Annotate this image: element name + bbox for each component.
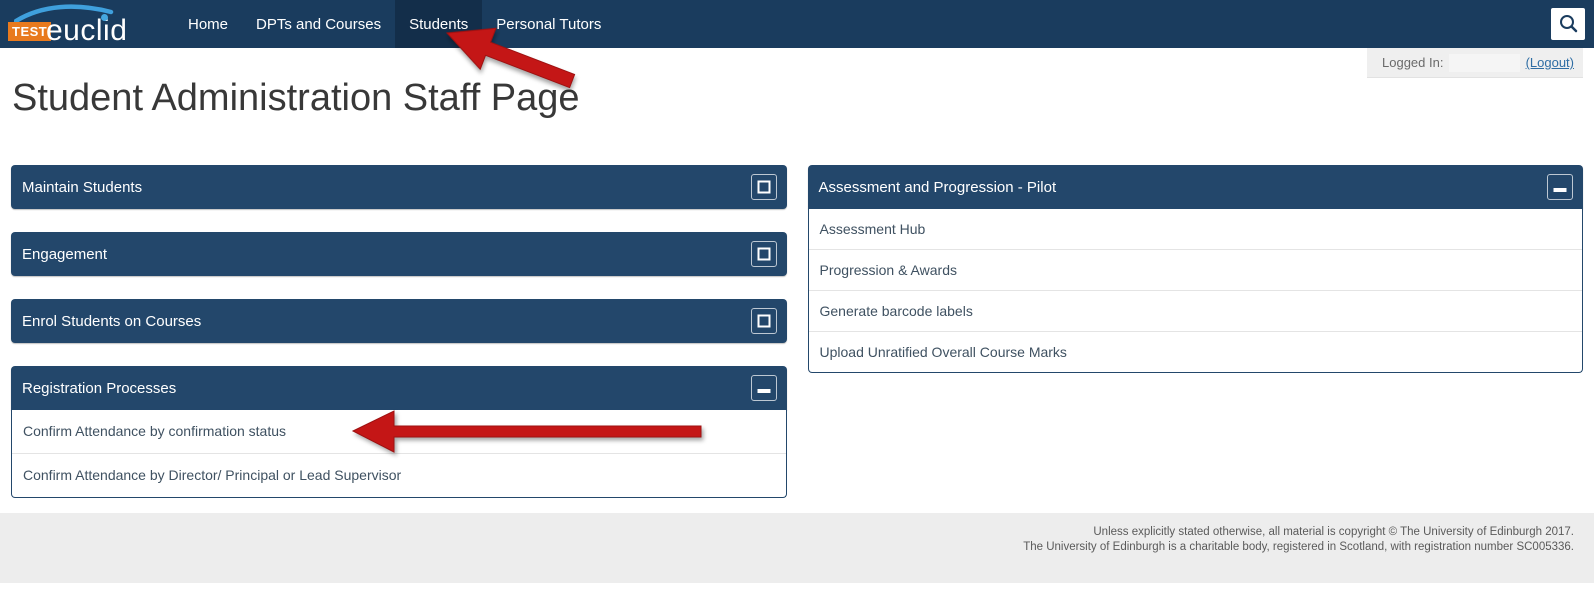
nav-item-students[interactable]: Students [395,0,483,48]
left-column: Maintain Students Engagement Enrol Stude… [11,165,787,521]
menu-link-confirm-attendance-by-confirmation-status[interactable]: Confirm Attendance by confirmation statu… [12,410,786,454]
panel-maintain-students: Maintain Students [11,165,787,209]
right-column: Assessment and Progression - Pilot Asses… [807,165,1583,396]
logo-text: euclid [46,14,128,47]
redacted-username [1449,53,1520,72]
logout-link[interactable]: (Logout) [1525,55,1574,70]
minimize-icon[interactable] [750,375,777,401]
panel-body: Confirm Attendance by confirmation statu… [11,410,787,498]
footer-copyright-line: Unless explicitly stated otherwise, all … [1093,526,1574,538]
panel-enrol-students: Enrol Students on Courses [11,299,787,343]
nav-item-home[interactable]: Home [188,15,229,33]
panel-header-enrol-students[interactable]: Enrol Students on Courses [11,299,787,343]
panel-title: Registration Processes [22,379,177,397]
search-button[interactable] [1551,8,1585,40]
maximize-icon[interactable] [750,174,777,200]
logo-swoosh-icon [14,4,114,24]
footer: Unless explicitly stated otherwise, all … [0,513,1594,583]
search-icon [1560,15,1578,33]
menu-link-confirm-attendance-by-director[interactable]: Confirm Attendance by Director/ Principa… [23,467,402,483]
menu-link-upload-unratified-marks[interactable]: Upload Unratified Overall Course Marks [819,344,1067,360]
footer-registration-line: The University of Edinburgh is a charita… [1023,541,1574,553]
panel-body: Assessment Hub Progression & Awards Gene… [807,209,1583,373]
panel-registration-processes: Registration Processes Confirm Attendanc… [11,366,787,498]
page-title: Student Administration Staff Page [12,77,580,119]
nav-item-dpts-and-courses[interactable]: DPTs and Courses [256,15,382,33]
panel-header-engagement[interactable]: Engagement [11,232,787,276]
session-bar: Logged In: (Logout) [1367,48,1583,78]
nav-item-personal-tutors[interactable]: Personal Tutors [496,15,602,33]
menu-link-generate-barcode-labels[interactable]: Generate barcode labels [808,291,1582,332]
panel-assessment-progression: Assessment and Progression - Pilot Asses… [807,165,1583,373]
maximize-icon[interactable] [750,308,777,334]
main-nav: Home DPTs and Courses Students Personal … [174,0,615,48]
panel-title: Enrol Students on Courses [22,312,202,330]
panel-engagement: Engagement [11,232,787,276]
logo-link[interactable]: TEST euclid [8,0,136,48]
panel-header-maintain-students[interactable]: Maintain Students [11,165,787,209]
logo-test-badge: TEST [8,22,52,41]
menu-link-progression-awards[interactable]: Progression & Awards [808,250,1582,291]
menu-link-assessment-hub[interactable]: Assessment Hub [808,209,1582,250]
panel-title: Engagement [22,245,108,263]
panel-title: Assessment and Progression - Pilot [818,178,1057,196]
logo-i-dot [101,14,108,21]
logged-in-label: Logged In: [1382,55,1444,70]
panel-header-assessment-progression[interactable]: Assessment and Progression - Pilot [807,165,1583,209]
minimize-icon[interactable] [1547,174,1573,200]
maximize-icon[interactable] [750,241,777,267]
panel-header-registration-processes[interactable]: Registration Processes [11,366,787,410]
panel-title: Maintain Students [22,178,143,196]
content-columns: Maintain Students Engagement Enrol Stude… [11,165,1583,521]
top-navbar: TEST euclid Home DPTs and Courses Studen… [0,0,1594,48]
